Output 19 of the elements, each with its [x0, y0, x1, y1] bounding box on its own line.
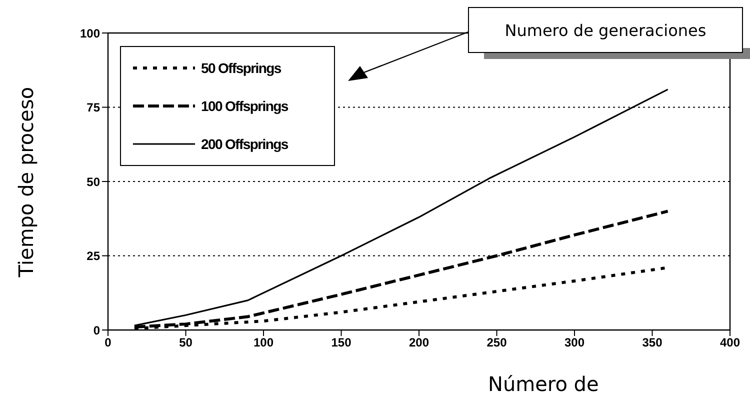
x-tick-label: 250: [486, 336, 508, 350]
legend-label: 50 Offsprings: [201, 60, 281, 76]
x-tick-label: 100: [253, 336, 274, 350]
x-tick-label: 350: [642, 336, 663, 350]
x-tick-label: 400: [720, 336, 740, 350]
y-tick-label: 25: [86, 249, 100, 264]
x-axis-title: Número de: [488, 372, 599, 396]
y-tick-label: 50: [86, 174, 100, 189]
y-tick-label: 100: [80, 26, 100, 40]
y-tick-label: 0: [93, 323, 100, 338]
x-tick-label: 200: [408, 336, 430, 350]
x-tick-label: 0: [104, 336, 112, 350]
legend-label: 100 Offsprings: [201, 98, 288, 114]
y-tick-label: 75: [86, 100, 100, 115]
x-tick-label: 300: [564, 336, 585, 350]
y-axis-title: Tiempo de proceso: [14, 86, 38, 277]
legend-label: 200 Offsprings: [201, 136, 288, 152]
x-tick-label: 150: [331, 336, 352, 350]
x-tick-label: 50: [179, 336, 193, 350]
